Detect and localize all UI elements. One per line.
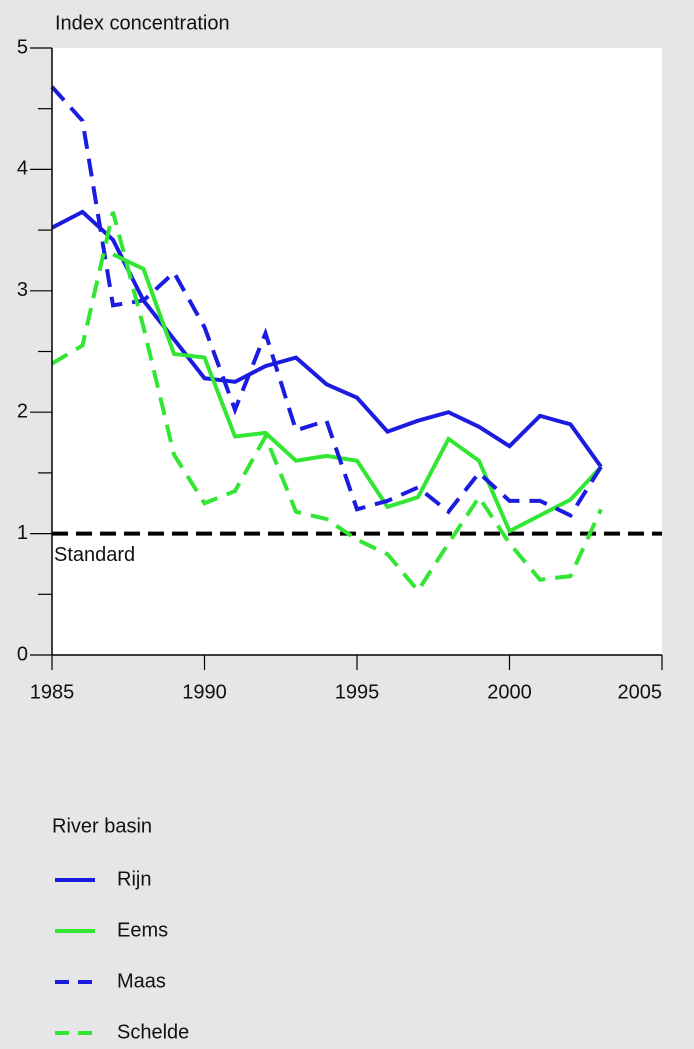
series-line [50,85,603,518]
x-tick-label: 1985 [30,681,75,703]
plot-area [52,48,662,655]
legend-title: River basin [52,815,152,837]
y-axis-label: Index concentration [55,12,230,34]
y-tick-label: 5 [17,36,28,58]
x-tick-label: 1995 [335,681,380,703]
legend-label: Schelde [117,1021,189,1043]
y-tick-label: 1 [17,522,28,544]
legend-label: Eems [117,919,168,941]
series-line [112,252,603,534]
series-line [50,211,603,595]
x-tick-label: 1990 [182,681,227,703]
y-tick-label: 0 [17,643,28,665]
legend-label: Rijn [117,868,151,890]
legend-label: Maas [117,970,166,992]
x-tick-label: 2005 [618,681,663,703]
x-tick-label: 2000 [487,681,532,703]
y-tick-label: 3 [17,279,28,301]
y-tick-label: 2 [17,400,28,422]
y-tick-label: 4 [17,158,28,180]
reference-label: Standard [54,544,135,566]
